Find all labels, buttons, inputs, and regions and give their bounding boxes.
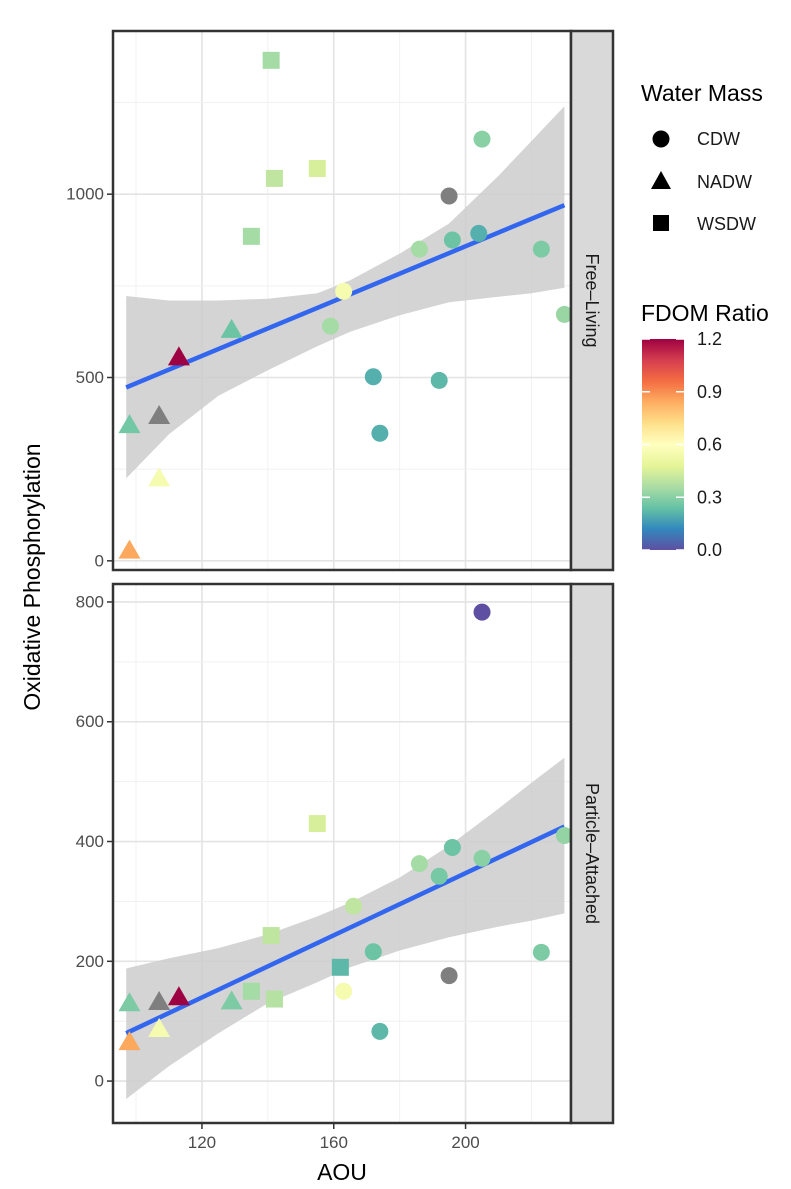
data-point-triangle [118,992,141,1012]
legend-shape-label: CDW [697,129,740,149]
data-point-circle [430,867,448,885]
x-axis-title: AOU [317,1159,367,1185]
x-axis-ticks: 120 160 200 [188,1123,480,1152]
colorbar-tick-label: 0.6 [697,435,722,455]
data-point-square [262,51,280,69]
data-point-square [262,927,280,945]
data-point-circle [335,282,353,300]
y-axis-ticks: 0 200 400 600 800 [76,592,113,1091]
data-point-triangle [118,539,141,559]
data-point-circle [555,305,573,323]
legend-fdom-title: FDOM Ratio [641,300,769,326]
fit-line-layer [125,824,566,1036]
legend-shape-label: NADW [697,172,752,192]
data-point-triangle [220,318,243,338]
y-tick-label: 0 [95,551,104,570]
data-point-circle [532,240,550,258]
data-point-circle [443,839,461,857]
data-point-circle [473,849,491,867]
data-point-square [242,227,260,245]
y-tick-label: 500 [76,368,104,387]
points-layer [118,603,573,1051]
data-point-circle [321,317,339,335]
data-point-circle [410,240,428,258]
facet-strip-label: Free–Living [582,253,602,347]
data-point-circle [345,897,363,915]
data-point-triangle [118,1031,141,1051]
x-tick-label: 160 [320,1133,348,1152]
regression-line [125,824,566,1036]
data-point-circle [443,231,461,249]
data-point-circle [473,130,491,148]
data-point-circle [470,224,488,242]
y-axis-ticks: 0 500 1000 [66,185,113,570]
legend-water-mass-title: Water Mass [641,80,763,106]
colorbar-tick-label: 1.2 [697,329,722,349]
data-point-triangle [148,991,171,1011]
colorbar-ticks: 1.2 0.9 0.6 0.3 0.0 [642,329,722,560]
data-point-circle [364,368,382,386]
facet-strip-label: Particle–Attached [582,783,602,924]
panel-free-living: 0 500 1000 Free–Living [66,29,615,572]
x-tick-label: 200 [451,1133,479,1152]
x-tick-label: 120 [188,1133,216,1152]
data-point-circle [335,982,353,1000]
data-point-square [331,958,349,976]
data-point-square [308,815,326,833]
y-axis-title: Oxidative Phosphorylation [19,443,45,710]
data-point-circle [371,424,389,442]
data-point-circle [555,827,573,845]
legend-square-icon [653,215,669,231]
data-point-circle [440,187,458,205]
colorbar-tick-label: 0.9 [697,382,722,402]
panel-particle-attached: 0 200 400 600 800 Particle–Attached [76,582,615,1125]
data-point-circle [440,967,458,985]
data-point-circle [410,855,428,873]
y-tick-label: 1000 [66,185,104,204]
data-point-triangle [167,986,190,1006]
y-tick-label: 400 [76,832,104,851]
data-point-circle [430,371,448,389]
colorbar-tick-label: 0.3 [697,487,722,507]
facet-strip [569,582,615,1125]
points-layer [118,51,573,559]
legend-circle-icon [652,130,670,148]
data-point-circle [473,603,491,621]
data-point-triangle [148,467,171,487]
colorbar-tick-label: 0.0 [697,540,722,560]
y-tick-label: 200 [76,952,104,971]
data-point-square [265,990,283,1008]
data-point-triangle [118,414,141,434]
legend-fdom-ratio: FDOM Ratio 1.2 0.9 0.6 0.3 0.0 [641,300,769,560]
data-point-square [242,982,260,1000]
data-point-square [308,160,326,177]
legend-water-mass: Water Mass CDW NADW WSDW [641,80,763,234]
data-point-triangle [167,346,190,366]
facet-strip [569,29,615,572]
legend-triangle-icon [651,171,671,189]
data-point-triangle [148,1017,171,1037]
data-point-circle [371,1022,389,1040]
y-tick-label: 800 [76,592,104,611]
data-point-circle [364,943,382,961]
data-point-circle [532,943,550,961]
data-point-triangle [220,990,243,1010]
data-point-square [265,169,283,187]
data-point-triangle [148,405,171,424]
legend-shape-label: WSDW [697,214,756,234]
y-tick-label: 600 [76,712,104,731]
y-tick-label: 0 [95,1072,104,1091]
